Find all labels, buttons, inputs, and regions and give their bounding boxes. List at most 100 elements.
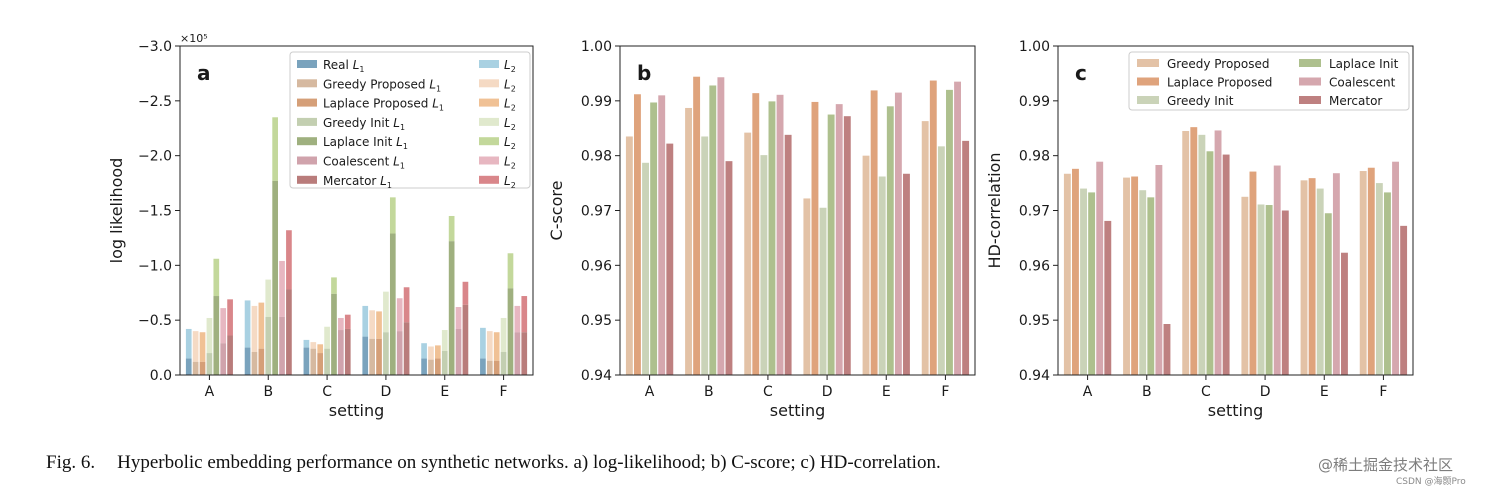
bar-c-B-2 (1139, 190, 1147, 375)
legend-swatch-l2 (479, 60, 499, 68)
bar-l2-a-D-3 (383, 291, 389, 333)
bar-l1-a-A-1 (192, 361, 199, 375)
y-tick-label: −3.0 (138, 39, 172, 55)
legend-swatch-l2 (479, 79, 499, 88)
bar-b-E-5 (903, 173, 910, 375)
legend-l2-symbol: L (504, 155, 511, 169)
bar-l1-a-A-5 (220, 343, 227, 375)
legend-l1-subscript: 1 (359, 65, 364, 74)
y-tick-label: −2.0 (138, 149, 172, 165)
x-tick-label: F (941, 384, 949, 400)
legend-box (1128, 51, 1410, 111)
y-tick-label: 0.98 (581, 149, 612, 165)
bar-c-A-2 (1080, 188, 1087, 375)
chart-panel-c: A B C D E F 0.94 0.95 0.96 0.97 0.98 0.99 1.00 settin… (985, 39, 1414, 420)
x-tick-label: C (1201, 384, 1211, 400)
bar-b-C-2 (760, 155, 768, 375)
legend-swatch-l2 (479, 156, 499, 165)
bar-l2-a-B-2 (258, 302, 265, 349)
bar-l2-a-D-1 (369, 310, 375, 339)
bar-c-A-3 (1088, 192, 1096, 375)
bar-l2-a-A-3 (206, 317, 213, 354)
bar-l2-a-F-3 (500, 317, 507, 352)
legend-swatch-l2 (479, 117, 499, 126)
legend-l2-subscript: 2 (511, 123, 516, 132)
bar-b-D-5 (843, 116, 851, 375)
bar-l2-a-B-3 (265, 279, 272, 317)
bar-l1-a-B-0 (244, 347, 251, 375)
legend-entry-l2: L2 (504, 116, 516, 132)
y-tick-label: 1.00 (1019, 39, 1050, 55)
bar-c-F-5 (1400, 225, 1408, 375)
legend-l1-symbol: L (353, 58, 360, 72)
bar-b-C-4 (776, 94, 784, 375)
legend-swatch (1137, 77, 1159, 86)
bar-l1-a-B-3 (265, 316, 272, 375)
legend-entry-l2: L2 (504, 155, 516, 171)
legend-entry-label: Laplace Proposed L1 (323, 97, 444, 113)
legend-entry-label: Coalescent L1 (323, 155, 405, 171)
y-tick-label: −1.5 (138, 204, 172, 220)
bar-b-F-5 (962, 140, 970, 375)
bar-b-A-1 (634, 94, 641, 376)
x-tick-label: D (1260, 384, 1271, 400)
legend-l1-symbol: L (380, 174, 387, 188)
bar-l1-a-D-4 (389, 233, 396, 375)
bar-c-A-4 (1096, 161, 1104, 375)
legend-l2-symbol: L (504, 97, 511, 111)
y-axis-label: HD-correlation (985, 153, 1004, 269)
bar-l1-a-A-0 (185, 358, 192, 375)
bar-b-E-2 (878, 176, 886, 375)
x-tick-label: D (822, 384, 833, 400)
bar-l2-a-F-1 (486, 331, 493, 361)
bar-b-E-1 (870, 90, 878, 375)
bar-l1-a-B-1 (251, 351, 258, 375)
bar-l2-a-A-2 (199, 332, 206, 362)
y-tick-label: 0.94 (581, 368, 612, 384)
bar-l2-a-E-1 (428, 346, 434, 360)
bar-b-F-3 (946, 89, 953, 375)
bar-l1-a-D-0 (362, 336, 369, 375)
bar-l1-a-D-3 (383, 332, 389, 375)
bar-l2-a-E-0 (421, 343, 427, 359)
bar-c-A-0 (1063, 173, 1071, 375)
bar-b-E-3 (886, 106, 894, 376)
bar-c-D-1 (1249, 171, 1257, 375)
bar-c-C-5 (1222, 154, 1230, 375)
legend-entry-label: Laplace Init (1329, 57, 1399, 71)
legend-swatch (1299, 96, 1321, 104)
bar-b-B-2 (701, 136, 709, 375)
bar-l2-a-B-0 (244, 300, 251, 348)
legend-series-name: Mercator (323, 174, 380, 188)
bar-l1-a-D-5 (396, 331, 403, 375)
y-tick-label: 0.96 (1019, 258, 1050, 274)
bar-c-B-1 (1131, 176, 1139, 375)
panel-label: c (1075, 61, 1087, 85)
x-tick-label: B (263, 384, 273, 400)
y-tick-label: 1.00 (581, 39, 612, 55)
bar-b-F-2 (937, 146, 945, 375)
bar-c-E-3 (1324, 213, 1332, 375)
bar-l1-a-F-4 (507, 288, 514, 375)
y-tick-label: 0.95 (581, 313, 612, 329)
bar-c-F-2 (1375, 183, 1383, 375)
bar-b-D-2 (819, 207, 827, 375)
x-tick-label: D (381, 384, 392, 400)
bar-l1-a-F-3 (500, 351, 507, 375)
bar-l2-a-D-5 (396, 298, 403, 332)
bar-c-A-5 (1104, 220, 1112, 375)
legend-swatch (1137, 59, 1159, 67)
bar-c-E-1 (1308, 178, 1316, 375)
legend-entry-l2: L2 (504, 97, 516, 113)
bar-l2-a-D-0 (362, 305, 369, 337)
y-tick-label: 0.98 (1019, 149, 1050, 165)
legend-swatch (297, 137, 317, 146)
bar-l2-a-C-1 (310, 342, 317, 349)
x-tick-label: E (882, 384, 891, 400)
x-tick-label: A (205, 384, 215, 400)
legend-l1-symbol: L (396, 135, 403, 149)
bar-l1-a-E-2 (435, 358, 441, 375)
bar-l1-a-A-3 (206, 353, 213, 375)
y-tick-label: −2.5 (138, 94, 172, 110)
